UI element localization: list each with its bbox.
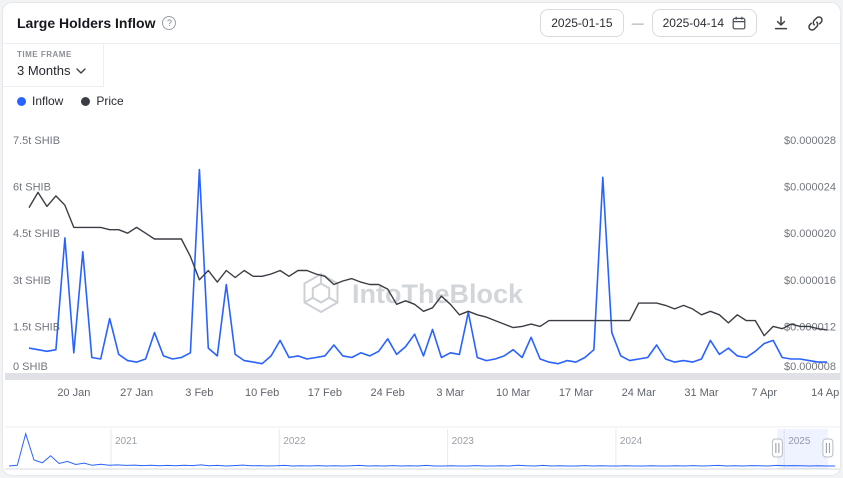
navigator-handle-right[interactable] bbox=[822, 438, 834, 458]
navigator-year-label: 2025 bbox=[788, 436, 811, 447]
y-axis-left-label: 3t SHIB bbox=[13, 275, 51, 287]
header: Large Holders Inflow ? 2025-01-15 — 2025… bbox=[3, 3, 840, 44]
navigator-year-label: 2023 bbox=[452, 436, 475, 447]
series-line-price bbox=[28, 191, 828, 337]
date-end-value: 2025-04-14 bbox=[662, 16, 724, 30]
date-range-picker: 2025-01-15 — 2025-04-14 bbox=[540, 9, 757, 37]
link-icon bbox=[808, 15, 823, 31]
date-start-value: 2025-01-15 bbox=[551, 16, 613, 30]
x-axis-label: 3 Mar bbox=[436, 387, 464, 399]
y-axis-right-label: $0.000028 bbox=[784, 135, 836, 147]
share-link-button[interactable] bbox=[805, 13, 826, 34]
inflow-series-dot bbox=[17, 96, 26, 106]
watermark-text: IntoTheBlock bbox=[352, 279, 524, 309]
navigator-year-label: 2024 bbox=[620, 436, 643, 447]
y-axis-right-label: $0.000008 bbox=[784, 361, 836, 373]
x-axis-label: 7 Apr bbox=[751, 387, 777, 399]
x-axis-label: 31 Mar bbox=[684, 387, 719, 399]
x-axis-label: 17 Feb bbox=[308, 387, 342, 399]
x-axis-label: 20 Jan bbox=[57, 387, 90, 399]
x-axis-label: 10 Feb bbox=[245, 387, 279, 399]
x-axis-label: 24 Mar bbox=[622, 387, 657, 399]
navigator-year-label: 2022 bbox=[283, 436, 306, 447]
y-axis-left-label: 6t SHIB bbox=[13, 182, 51, 194]
legend-inflow-label: Inflow bbox=[32, 94, 64, 108]
y-axis-right-label: $0.000016 bbox=[784, 275, 836, 287]
y-axis-right-label: $0.000012 bbox=[784, 321, 836, 333]
x-axis-label: 27 Jan bbox=[120, 387, 153, 399]
navigator-selection[interactable] bbox=[777, 429, 828, 469]
chevron-down-icon bbox=[76, 67, 87, 74]
x-axis-label: 10 Mar bbox=[496, 387, 531, 399]
time-frame-select[interactable]: TIME FRAME 3 Months bbox=[3, 44, 104, 87]
page-title: Large Holders Inflow bbox=[17, 15, 156, 31]
download-button[interactable] bbox=[771, 13, 791, 33]
x-axis-label: 14 Apr bbox=[811, 387, 840, 399]
calendar-icon bbox=[732, 16, 746, 30]
help-icon[interactable]: ? bbox=[162, 16, 177, 30]
y-axis-left-label: 1.5t SHIB bbox=[13, 321, 60, 333]
time-frame-label: TIME FRAME bbox=[17, 50, 72, 59]
y-axis-left-label: 7.5t SHIB bbox=[13, 135, 60, 147]
x-axis-label: 17 Mar bbox=[559, 387, 594, 399]
y-axis-right-label: $0.000024 bbox=[784, 182, 836, 194]
series-line-inflow bbox=[28, 168, 827, 365]
legend: Inflow Price bbox=[3, 87, 840, 115]
date-start-field[interactable]: 2025-01-15 bbox=[540, 9, 624, 37]
y-axis-right-label: $0.000020 bbox=[784, 228, 836, 240]
navigator-year-label: 2021 bbox=[115, 436, 138, 447]
legend-price-label: Price bbox=[96, 94, 124, 108]
y-axis-left-label: 0 SHIB bbox=[13, 361, 48, 373]
legend-item-inflow[interactable]: Inflow bbox=[17, 94, 63, 108]
navigator-handle-left[interactable] bbox=[771, 438, 783, 458]
navigator-sparkline bbox=[8, 432, 835, 467]
date-range-separator: — bbox=[631, 16, 644, 30]
intotheblock-logo-icon bbox=[303, 272, 339, 314]
legend-item-price[interactable]: Price bbox=[81, 94, 124, 108]
x-axis-label: 24 Feb bbox=[371, 387, 405, 399]
time-frame-value: 3 Months bbox=[17, 63, 71, 78]
x-axis-band bbox=[5, 373, 840, 380]
price-series-dot bbox=[81, 96, 91, 106]
watermark: IntoTheBlock bbox=[303, 272, 524, 314]
download-icon bbox=[774, 16, 788, 30]
date-end-field[interactable]: 2025-04-14 bbox=[651, 9, 757, 37]
navigator[interactable]: 2021 2022 2023 2024 2025 bbox=[5, 426, 840, 474]
y-axis-left-label: 4.5t SHIB bbox=[13, 228, 60, 240]
x-axis-label: 3 Feb bbox=[185, 387, 213, 399]
main-chart[interactable]: IntoTheBlock 0 SHIB 1.5t SHIB 3t SHIB 4.5t … bbox=[5, 115, 840, 407]
